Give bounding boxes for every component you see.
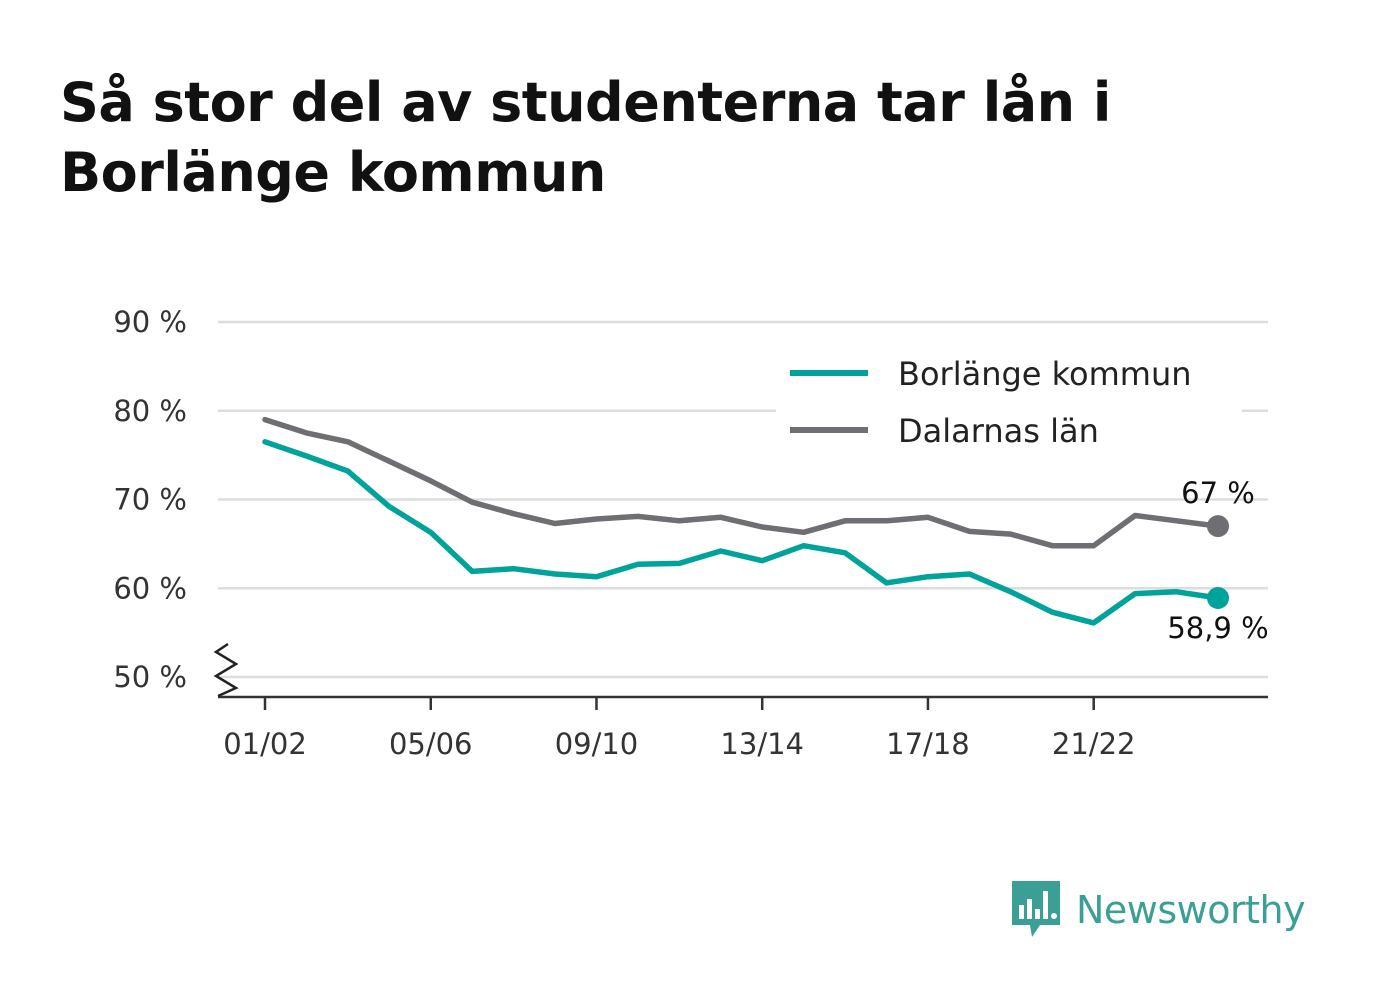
legend: Borlänge kommun Dalarnas län [776,344,1242,456]
end-labels: 67 % 58,9 % [1167,476,1268,645]
end-value-label: 67 % [1181,476,1255,510]
legend-background [776,344,1242,456]
x-tick-label: 09/10 [555,727,639,761]
axis-break-icon [213,642,239,698]
y-tick-label: 50 % [113,660,187,694]
y-tick-label: 90 % [113,305,187,339]
y-axis-tick-labels: 50 % 60 % 70 % 80 % 90 % [113,305,187,694]
x-axis [213,642,1268,699]
x-tick-label: 05/06 [389,727,473,761]
bar-chart-speech-bubble-icon [1012,881,1060,937]
series-line [262,416,1221,549]
line-chart: 50 % 60 % 70 % 80 % 90 % 01/02 05/06 09/10 13/1… [113,305,1268,761]
series-lines [262,416,1229,626]
x-axis-ticks: 01/02 05/06 09/10 13/14 17/18 21/22 [223,697,1135,761]
legend-label: Dalarnas län [898,412,1099,450]
x-tick-label: 17/18 [886,727,970,761]
x-tick-label: 13/14 [720,727,804,761]
series-end-point [1207,515,1229,538]
series-line [262,439,1221,626]
y-tick-label: 80 % [113,394,187,428]
legend-label: Borlänge kommun [898,355,1192,393]
chart-title: Så stor del av studenterna tar lån i Bor… [60,71,1111,204]
newsworthy-logo: Newsworthy [1010,878,1306,942]
brand-name: Newsworthy [1076,888,1306,932]
x-tick-label: 01/02 [223,727,307,761]
end-value-label: 58,9 % [1167,611,1268,645]
series-end-point [1207,587,1229,610]
y-tick-label: 70 % [113,483,187,517]
x-tick-label: 21/22 [1052,727,1136,761]
y-tick-label: 60 % [113,571,187,605]
